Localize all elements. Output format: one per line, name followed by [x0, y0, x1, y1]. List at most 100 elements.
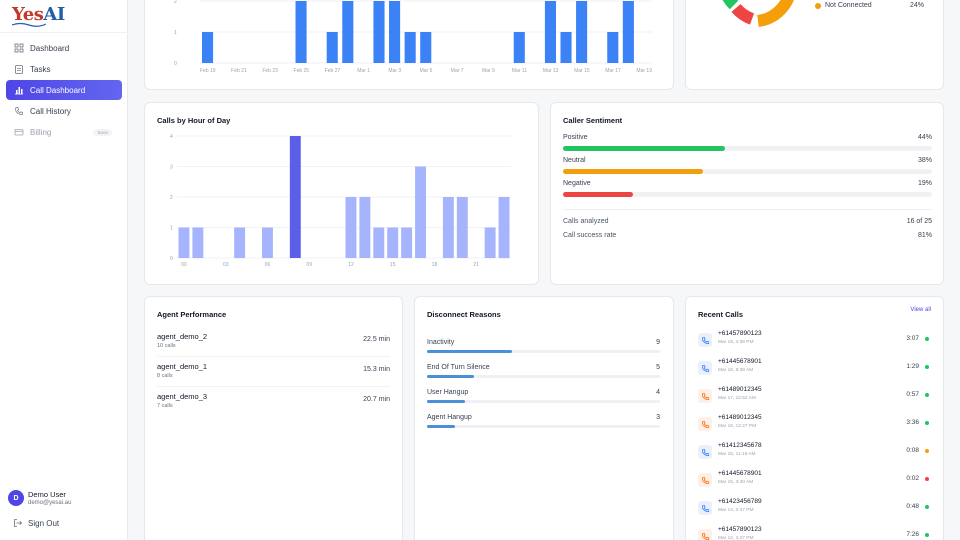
call-row[interactable]: +61489012345 Mar 16, 12:27 PM 3:36 — [698, 414, 931, 442]
x-tick-label: 21 — [473, 262, 479, 268]
bar[interactable] — [359, 197, 371, 258]
phone-icon — [15, 107, 23, 115]
status-dot — [925, 449, 929, 453]
call-time: Mar 14, 2:47 PM — [718, 508, 754, 513]
sidebar: YesAI Dashboard Tasks Call Dashboard Cal… — [0, 0, 128, 540]
call-duration: 1:29 — [906, 363, 919, 370]
card-icon — [14, 129, 24, 136]
sign-out-button[interactable]: Sign Out — [13, 518, 59, 528]
soon-badge: Soon — [93, 128, 112, 136]
bar[interactable] — [513, 32, 525, 63]
agent-performance-card: Agent Performance agent_demo_2 10 calls … — [144, 296, 403, 540]
call-row[interactable]: +61423456789 Mar 14, 2:47 PM 0:48 — [698, 498, 931, 526]
bar[interactable] — [484, 227, 496, 259]
bar[interactable] — [202, 32, 214, 63]
status-dot — [925, 505, 929, 509]
stat-success-rate: Call success rate 81% — [563, 232, 932, 239]
sidebar-item-call-history[interactable]: Call History — [6, 101, 122, 121]
daily-calls-chart: 2 1 0 Feb 19 Feb 21 Feb 23 Feb 25 Feb 27 Mar 1 Ma… — [174, 0, 652, 74]
x-tick-label: Feb 25 — [294, 68, 310, 74]
y-tick-label: 2 — [170, 195, 173, 201]
sidebar-item-dashboard[interactable]: Dashboard — [6, 38, 122, 58]
user-profile[interactable]: D Demo User demo@yesai.au — [8, 490, 71, 506]
card-title: Caller Sentiment — [563, 116, 623, 125]
call-row[interactable]: +61445678901 Mar 18, 8:38 AM 1:29 — [698, 358, 931, 386]
agent-row[interactable]: agent_demo_3 7 calls 20.7 min — [157, 392, 390, 409]
status-dot — [925, 337, 929, 341]
bar[interactable] — [178, 227, 190, 259]
x-tick-label: Feb 19 — [200, 68, 216, 74]
bar[interactable] — [576, 1, 588, 63]
logo[interactable]: YesAI — [12, 4, 65, 25]
agent-row[interactable]: agent_demo_2 10 calls 22.5 min — [157, 332, 390, 357]
call-time: Mar 12, 4:27 PM — [718, 536, 754, 540]
y-tick-label: 0 — [174, 61, 177, 67]
call-duration: 0:57 — [906, 391, 919, 398]
agent-row[interactable]: agent_demo_1 8 calls 15.3 min — [157, 362, 390, 387]
user-name: Demo User — [28, 490, 66, 499]
bar[interactable] — [373, 227, 385, 259]
legend-label: Not Connected — [825, 2, 872, 9]
call-row[interactable]: +61457890123 Mar 19, 4:38 PM 3:07 — [698, 330, 931, 358]
bar[interactable] — [289, 136, 301, 258]
bar[interactable] — [326, 32, 338, 63]
avatar: D — [8, 490, 24, 506]
x-tick-label: 00 — [181, 262, 187, 268]
x-tick-label: 12 — [348, 262, 354, 268]
call-row[interactable]: +61445678901 Mar 15, 3:40 AM 0:02 — [698, 470, 931, 498]
status-dot — [925, 393, 929, 397]
bar[interactable] — [389, 1, 401, 63]
bar[interactable] — [442, 197, 454, 258]
x-tick-label: 15 — [390, 262, 396, 268]
hourly-calls-card: Calls by Hour of Day 4 3 2 1 0 00 03 06 09 12 15 18… — [144, 102, 539, 285]
bar[interactable] — [234, 227, 246, 259]
call-row[interactable]: +61412345678 Mar 15, 11:18 AM 0:08 — [698, 442, 931, 470]
sidebar-item-tasks[interactable]: Tasks — [6, 59, 122, 79]
card-title: Calls by Hour of Day — [157, 116, 231, 125]
x-tick-label: Mar 1 — [357, 68, 370, 74]
x-tick-label: Mar 15 — [574, 68, 590, 74]
user-email: demo@yesai.au — [28, 500, 72, 506]
disconnect-bar — [427, 350, 513, 353]
phone-icon — [698, 501, 712, 515]
bar[interactable] — [373, 1, 385, 63]
phone-icon — [698, 417, 712, 431]
sentiment-bar — [563, 146, 726, 151]
call-number: +61412345678 — [718, 442, 762, 449]
call-number: +61423456789 — [718, 498, 762, 505]
bar[interactable] — [544, 1, 556, 63]
call-number: +61457890123 — [718, 330, 762, 337]
bar[interactable] — [607, 32, 619, 63]
call-row[interactable]: +61489012345 Mar 17, 12:52 AM 0:57 — [698, 386, 931, 414]
call-status-donut — [722, 0, 794, 27]
sidebar-item-label: Call Dashboard — [30, 85, 86, 95]
bar[interactable] — [622, 1, 634, 63]
bar[interactable] — [404, 32, 416, 63]
bar[interactable] — [387, 227, 399, 259]
bar[interactable] — [560, 32, 572, 63]
sidebar-item-label: Billing — [30, 127, 52, 137]
x-tick-label: Mar 19 — [636, 68, 652, 74]
bar[interactable] — [456, 197, 468, 258]
bar[interactable] — [295, 1, 307, 63]
x-tick-label: 09 — [306, 262, 312, 268]
call-time: Mar 15, 11:18 AM — [718, 452, 756, 457]
bar[interactable] — [192, 227, 204, 259]
call-number: +61445678901 — [718, 358, 762, 365]
bar[interactable] — [345, 197, 357, 258]
bar[interactable] — [415, 166, 426, 259]
sidebar-item-call-dashboard[interactable]: Call Dashboard — [6, 80, 122, 100]
call-time: Mar 17, 12:52 AM — [718, 396, 756, 401]
bar[interactable] — [342, 1, 354, 63]
x-tick-label: Feb 27 — [325, 68, 341, 74]
call-row[interactable]: +61457890123 Mar 12, 4:27 PM 7:26 — [698, 526, 931, 540]
view-all-link[interactable]: View all — [910, 307, 931, 313]
bar[interactable] — [401, 227, 413, 259]
bar[interactable] — [420, 32, 432, 63]
clipboard-icon — [15, 65, 23, 74]
bar[interactable] — [498, 197, 510, 258]
y-tick-label: 4 — [170, 134, 173, 140]
phone-icon — [698, 445, 712, 459]
bar[interactable] — [262, 227, 273, 259]
